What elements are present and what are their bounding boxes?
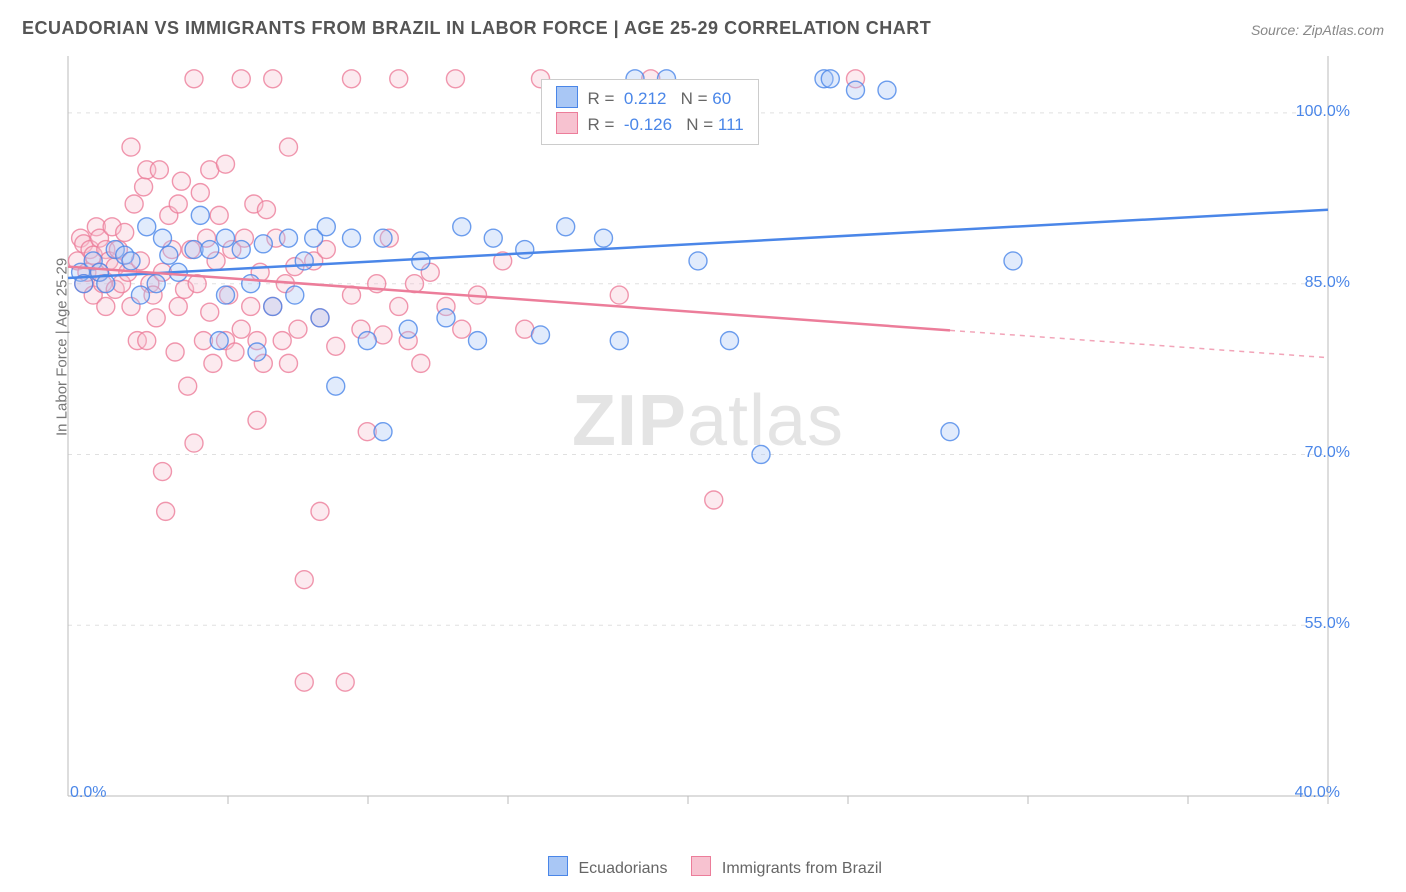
legend-row: R = -0.126 N = 111 bbox=[556, 112, 744, 138]
y-tick-label: 55.0% bbox=[1305, 615, 1350, 633]
y-tick-label: 100.0% bbox=[1296, 103, 1350, 121]
chart-title: ECUADORIAN VS IMMIGRANTS FROM BRAZIL IN … bbox=[22, 18, 931, 39]
legend-swatch bbox=[548, 856, 568, 876]
scatter-chart-svg bbox=[48, 56, 1368, 816]
y-tick-label: 85.0% bbox=[1305, 274, 1350, 292]
x-tick-label-min: 0.0% bbox=[70, 784, 106, 802]
legend-swatch bbox=[691, 856, 711, 876]
source-attribution: Source: ZipAtlas.com bbox=[1251, 22, 1384, 38]
legend-row: R = 0.212 N = 60 bbox=[556, 86, 744, 112]
legend-label: Ecuadorians bbox=[574, 860, 667, 877]
chart-area: ZIPatlas In Labor Force | Age 25-29 0.0%… bbox=[48, 56, 1368, 816]
correlation-legend: R = 0.212 N = 60R = -0.126 N = 111 bbox=[541, 79, 759, 145]
y-tick-label: 70.0% bbox=[1305, 444, 1350, 462]
y-axis-label: In Labor Force | Age 25-29 bbox=[54, 258, 71, 436]
series-legend: Ecuadorians Immigrants from Brazil bbox=[0, 856, 1406, 878]
legend-label: Immigrants from Brazil bbox=[717, 860, 881, 877]
x-tick-label-max: 40.0% bbox=[1295, 784, 1340, 802]
